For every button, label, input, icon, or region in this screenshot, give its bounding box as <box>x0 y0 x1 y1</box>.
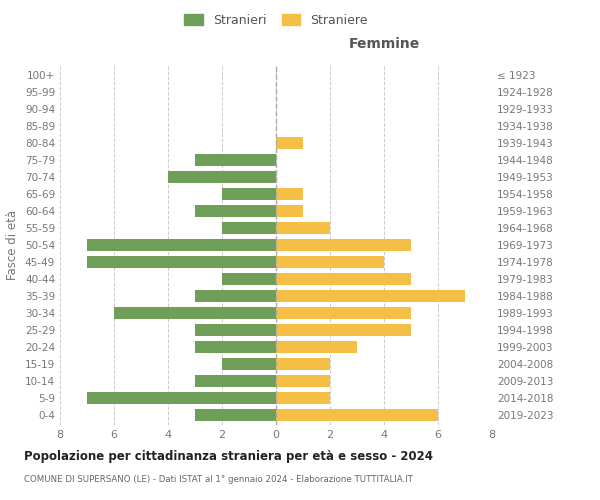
Bar <box>195 205 276 217</box>
Text: COMUNE DI SUPERSANO (LE) - Dati ISTAT al 1° gennaio 2024 - Elaborazione TUTTITAL: COMUNE DI SUPERSANO (LE) - Dati ISTAT al… <box>24 475 413 484</box>
Bar <box>195 324 276 336</box>
Bar <box>222 273 276 285</box>
Bar <box>276 392 330 404</box>
Text: Femmine: Femmine <box>349 36 419 51</box>
Y-axis label: Fasce di età: Fasce di età <box>7 210 19 280</box>
Bar <box>276 341 357 353</box>
Bar <box>87 392 276 404</box>
Bar <box>276 324 411 336</box>
Bar <box>276 239 411 251</box>
Bar <box>222 222 276 234</box>
Bar <box>276 273 411 285</box>
Bar <box>276 137 303 149</box>
Bar <box>276 222 330 234</box>
Bar <box>195 374 276 387</box>
Bar <box>195 154 276 166</box>
Bar <box>276 408 438 421</box>
Bar <box>222 358 276 370</box>
Text: Popolazione per cittadinanza straniera per età e sesso - 2024: Popolazione per cittadinanza straniera p… <box>24 450 433 463</box>
Bar <box>195 290 276 302</box>
Bar <box>276 290 465 302</box>
Bar <box>276 374 330 387</box>
Bar <box>276 307 411 319</box>
Bar <box>168 171 276 183</box>
Bar <box>87 239 276 251</box>
Bar <box>222 188 276 200</box>
Bar <box>195 408 276 421</box>
Bar <box>114 307 276 319</box>
Bar <box>276 188 303 200</box>
Bar <box>276 205 303 217</box>
Bar <box>87 256 276 268</box>
Legend: Stranieri, Straniere: Stranieri, Straniere <box>179 8 373 32</box>
Bar <box>195 341 276 353</box>
Bar <box>276 256 384 268</box>
Bar <box>276 358 330 370</box>
